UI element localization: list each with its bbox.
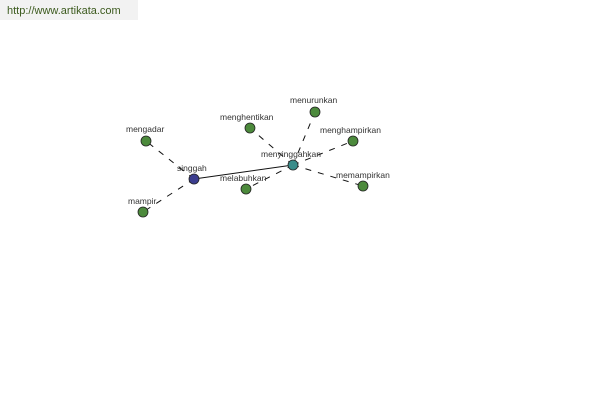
- edge-singgah-mampir: [142, 178, 195, 213]
- node-label: melabuhkan: [220, 173, 267, 183]
- node-menurunkan[interactable]: menurunkan: [290, 95, 338, 118]
- node-mengadar[interactable]: mengadar: [126, 124, 164, 147]
- node-marker[interactable]: [357, 180, 369, 192]
- node-marker[interactable]: [137, 206, 149, 218]
- node-marker[interactable]: [244, 122, 256, 134]
- node-label: mampir: [128, 196, 157, 206]
- node-label: menurunkan: [290, 95, 338, 105]
- edge-menyinggahkan-melabuhkan: [245, 164, 294, 190]
- node-label: menghentikan: [220, 112, 274, 122]
- node-label: singgah: [177, 163, 207, 173]
- node-label: mengadar: [126, 124, 164, 134]
- node-melabuhkan[interactable]: melabuhkan: [220, 173, 267, 195]
- node-menghampirkan[interactable]: menghampirkan: [320, 125, 381, 147]
- node-label: memampirkan: [336, 170, 390, 180]
- edge-singgah-menyinggahkan: [193, 164, 294, 180]
- node-menghentikan[interactable]: menghentikan: [220, 112, 274, 134]
- node-marker[interactable]: [140, 135, 152, 147]
- node-label: menghampirkan: [320, 125, 381, 135]
- edge-menyinggahkan-menghentikan: [249, 127, 294, 166]
- node-marker[interactable]: [287, 159, 299, 171]
- node-menyinggahkan[interactable]: menyinggahkan: [261, 149, 321, 171]
- edge-menyinggahkan-menurunkan: [292, 111, 316, 166]
- edge-singgah-mengadar: [145, 140, 195, 180]
- node-marker[interactable]: [347, 135, 359, 147]
- node-memampirkan[interactable]: memampirkan: [336, 170, 390, 192]
- edge-menyinggahkan-menghampirkan: [292, 140, 354, 166]
- node-label: menyinggahkan: [261, 149, 321, 159]
- node-singgah[interactable]: singgah: [177, 163, 207, 185]
- node-mampir[interactable]: mampir: [128, 196, 157, 218]
- site-url-watermark[interactable]: http://www.artikata.com: [0, 0, 138, 20]
- node-marker[interactable]: [188, 173, 200, 185]
- node-marker[interactable]: [240, 183, 252, 195]
- node-marker[interactable]: [309, 106, 321, 118]
